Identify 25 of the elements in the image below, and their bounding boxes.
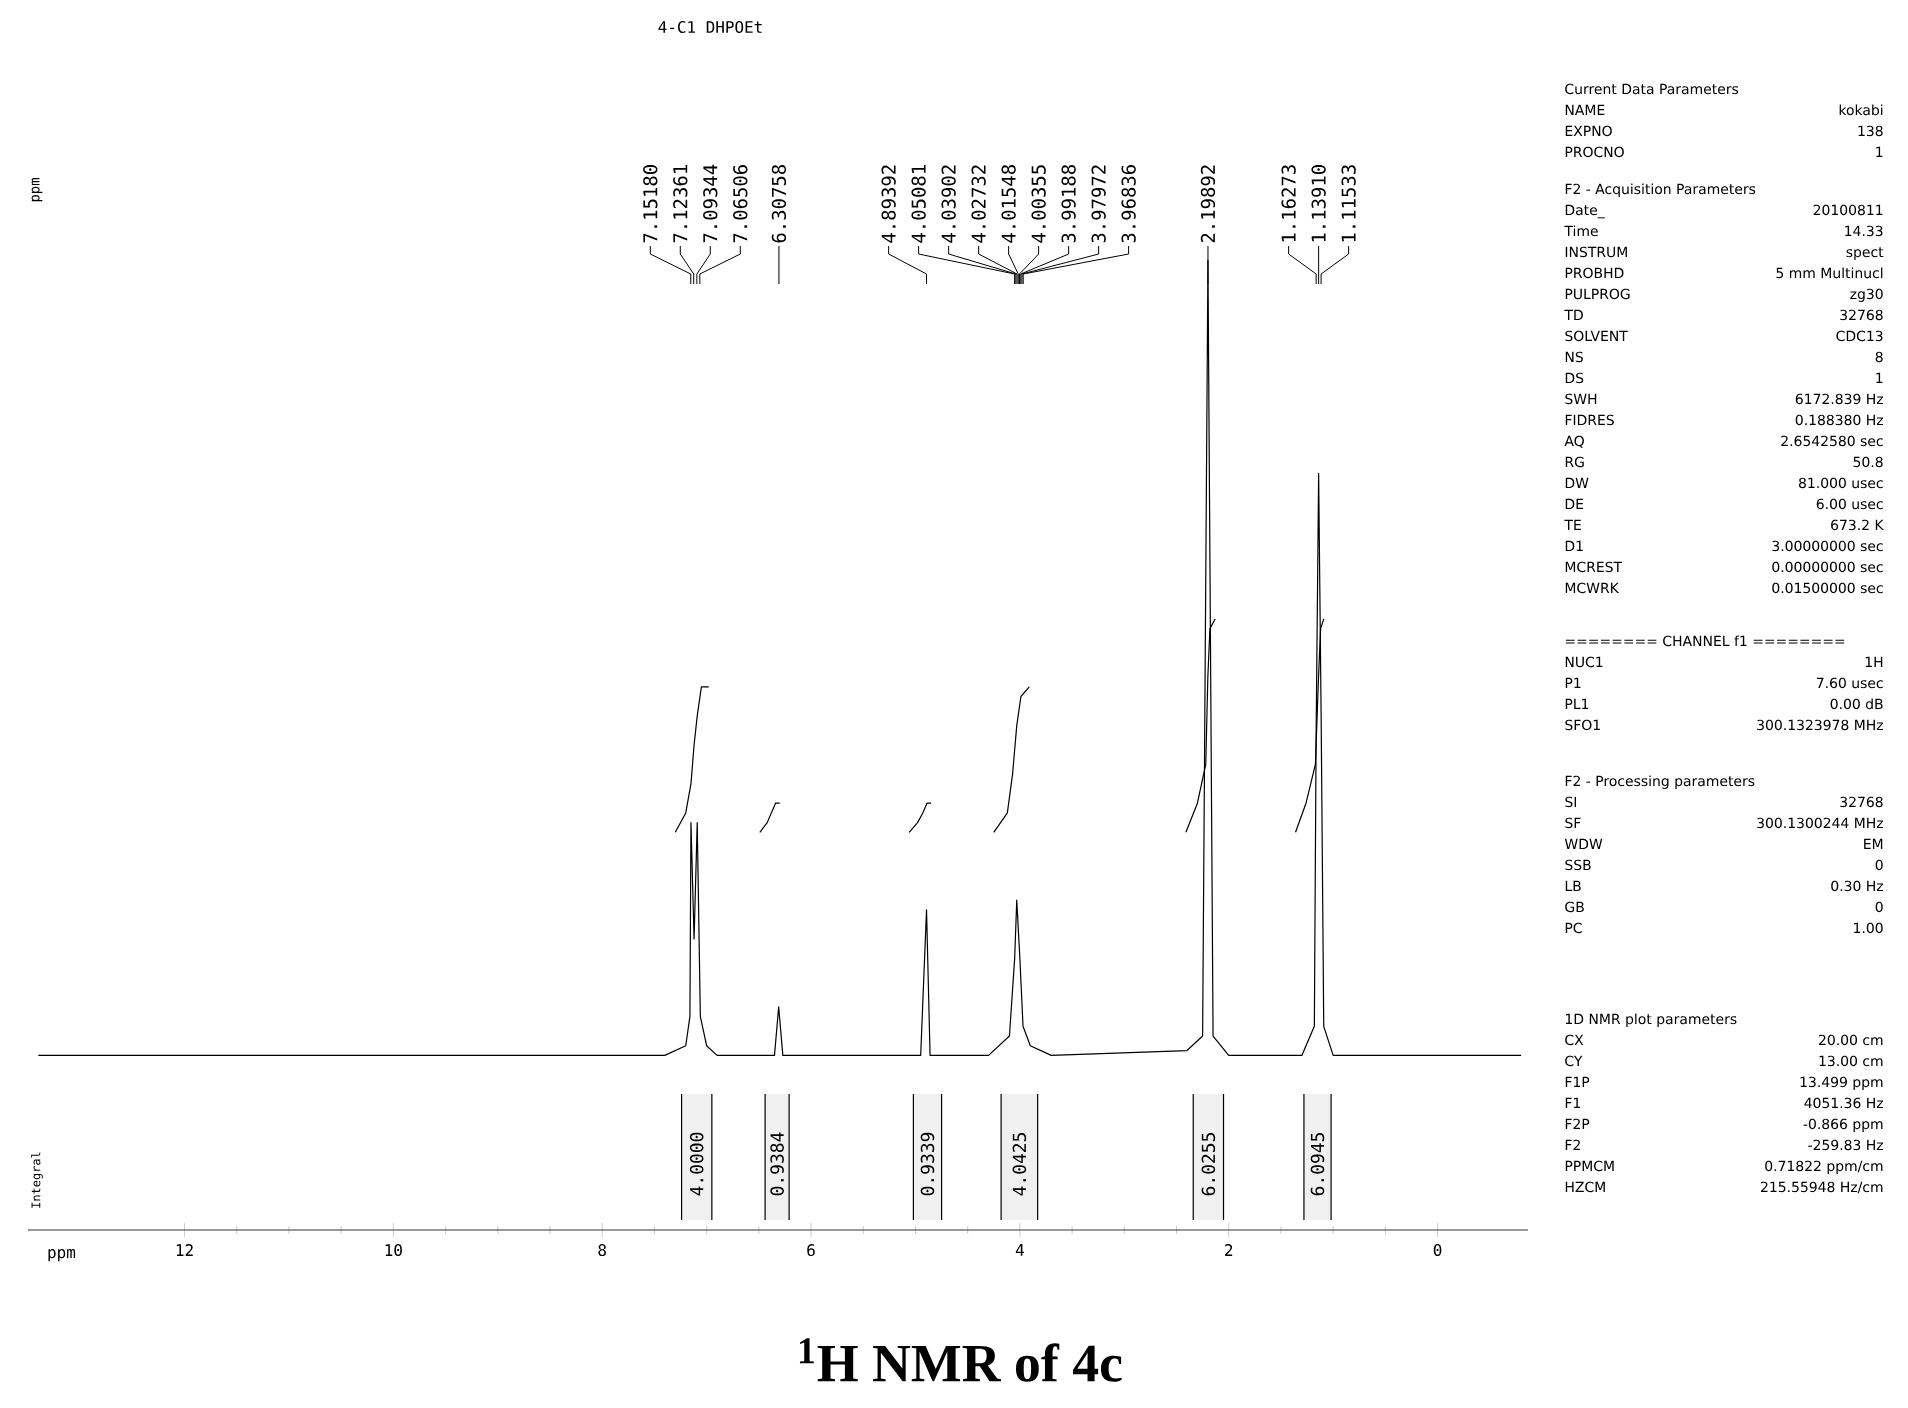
annotation: 1.11533 bbox=[1341, 165, 1356, 242]
annotation: 2.19892 bbox=[1200, 165, 1216, 243]
band-label: 0.9384 bbox=[770, 1132, 784, 1196]
band-label: 0.9339 bbox=[920, 1132, 935, 1196]
text: $^{1}$H NMR of 4c bbox=[799, 1338, 1122, 1382]
annotation: 3.97972 bbox=[1091, 165, 1106, 243]
band-label: 6.0255 bbox=[1201, 1133, 1216, 1196]
annotation: 3.96836 bbox=[1121, 165, 1136, 243]
annotation: 4.89392 bbox=[881, 165, 896, 243]
annotation: 1.16273 bbox=[1281, 165, 1296, 242]
annotation: 4.00355 bbox=[1031, 165, 1046, 243]
annotation: 4.05081 bbox=[911, 165, 926, 243]
annotation: 3.99188 bbox=[1061, 165, 1076, 243]
band-label: 6.0945 bbox=[1310, 1133, 1325, 1196]
annotation: 1.13910 bbox=[1311, 165, 1326, 242]
band-label: 4.0000 bbox=[689, 1132, 704, 1196]
annotation: 4.02732 bbox=[971, 165, 986, 243]
annotation: 6.30758 bbox=[771, 165, 787, 243]
annotation: 7.09344 bbox=[703, 164, 718, 243]
annotation: 4.01548 bbox=[1001, 165, 1016, 243]
annotation: 7.15180 bbox=[643, 165, 658, 243]
annotation: 4.03902 bbox=[941, 165, 956, 243]
annotation: 7.06506 bbox=[733, 165, 748, 243]
band-label: 4.0425 bbox=[1012, 1133, 1027, 1196]
annotation: 7.12361 bbox=[673, 165, 688, 243]
